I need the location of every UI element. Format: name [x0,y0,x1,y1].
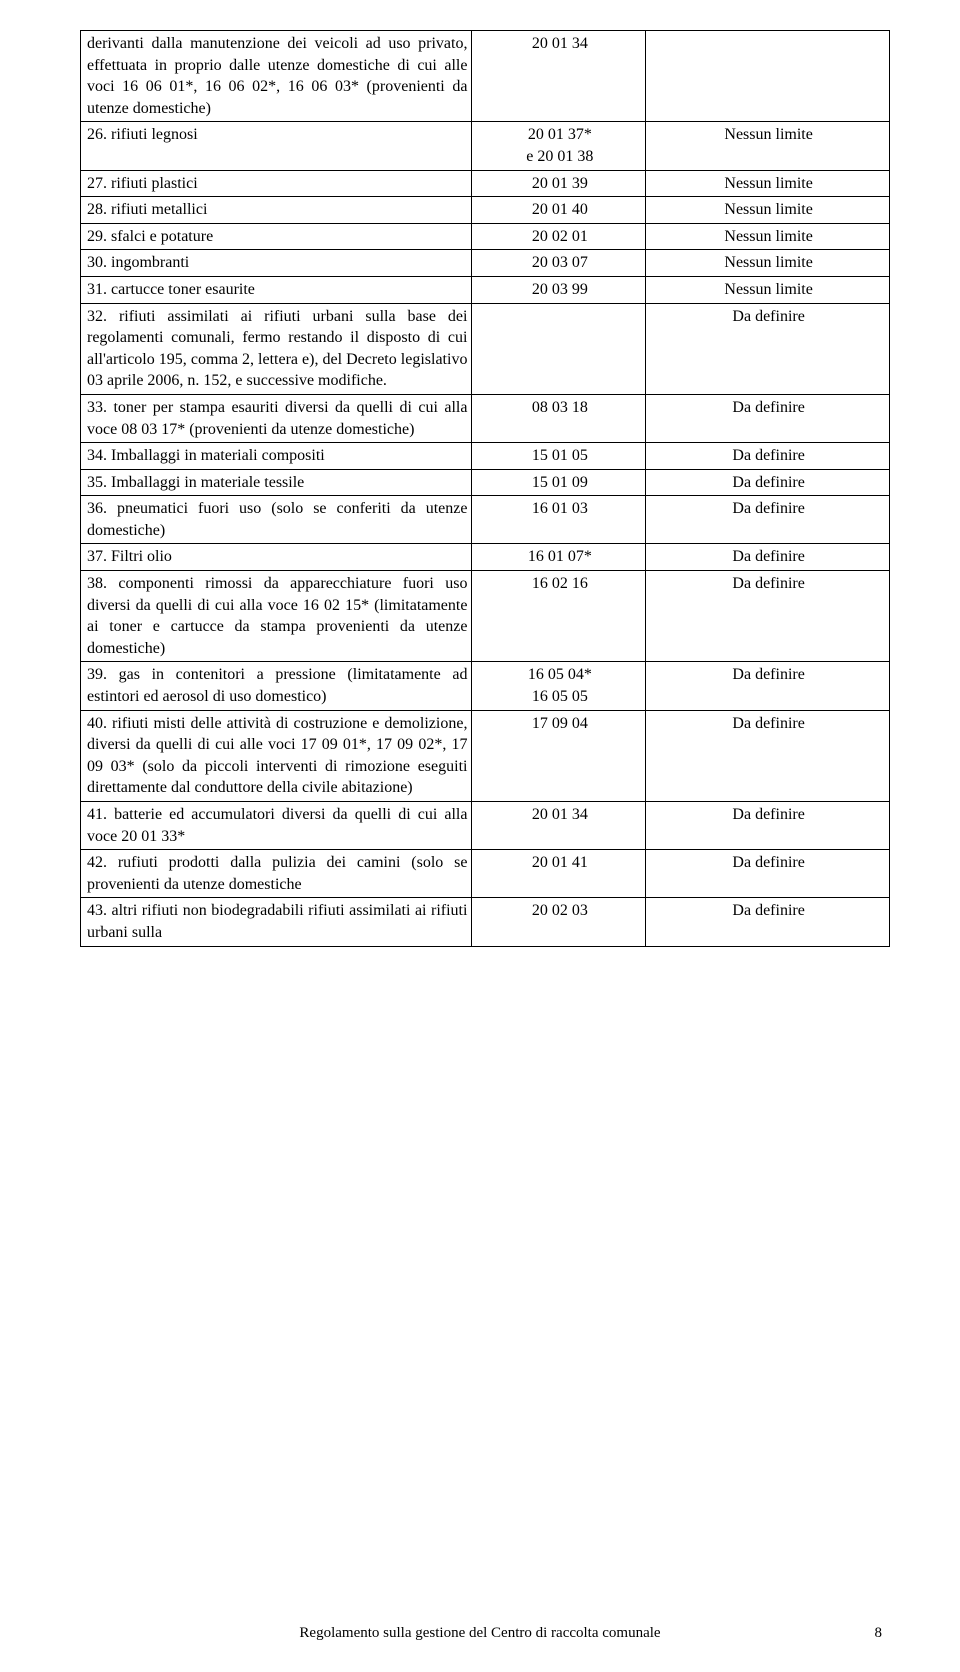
cell-limit: Nessun limite [646,276,890,303]
table-row: 42. rufiuti prodotti dalla pulizia dei c… [81,850,890,898]
cell-description: derivanti dalla manutenzione dei veicoli… [81,31,472,122]
cell-limit: Da definire [646,850,890,898]
cell-description: 36. pneumatici fuori uso (solo se confer… [81,496,472,544]
cell-description: 39. gas in contenitori a pressione (limi… [81,662,472,710]
table-row: 28. rifiuti metallici20 01 40Nessun limi… [81,197,890,224]
cell-limit: Da definire [646,898,890,946]
table-row: 30. ingombranti20 03 07Nessun limite [81,250,890,277]
table-body: derivanti dalla manutenzione dei veicoli… [81,31,890,947]
cell-code: 20 02 01 [472,223,646,250]
cell-code: 20 01 41 [472,850,646,898]
cell-limit: Da definire [646,443,890,470]
cell-limit: Nessun limite [646,122,890,170]
cell-limit: Da definire [646,496,890,544]
table-row: 27. rifiuti plastici20 01 39Nessun limit… [81,170,890,197]
cell-code: 08 03 18 [472,394,646,442]
cell-code: 16 01 07* [472,544,646,571]
cell-description: 38. componenti rimossi da apparecchiatur… [81,571,472,662]
cell-limit: Da definire [646,710,890,801]
cell-description: 42. rufiuti prodotti dalla pulizia dei c… [81,850,472,898]
cell-code: 16 05 04*16 05 05 [472,662,646,710]
cell-description: 27. rifiuti plastici [81,170,472,197]
cell-description: 43. altri rifiuti non biodegradabili rif… [81,898,472,946]
cell-description: 31. cartucce toner esaurite [81,276,472,303]
table-row: 31. cartucce toner esaurite20 03 99Nessu… [81,276,890,303]
cell-code: 20 01 37*e 20 01 38 [472,122,646,170]
footer-text: Regolamento sulla gestione del Centro di… [299,1625,660,1641]
cell-limit: Nessun limite [646,223,890,250]
cell-description: 26. rifiuti legnosi [81,122,472,170]
table-row: 43. altri rifiuti non biodegradabili rif… [81,898,890,946]
cell-description: 34. Imballaggi in materiali compositi [81,443,472,470]
cell-code: 15 01 09 [472,469,646,496]
table-row: 34. Imballaggi in materiali compositi15 … [81,443,890,470]
cell-limit: Da definire [646,662,890,710]
table-row: 37. Filtri olio16 01 07*Da definire [81,544,890,571]
cell-code: 16 02 16 [472,571,646,662]
table-row: 33. toner per stampa esauriti diversi da… [81,394,890,442]
waste-table: derivanti dalla manutenzione dei veicoli… [80,30,890,947]
cell-limit: Da definire [646,469,890,496]
cell-limit: Da definire [646,802,890,850]
cell-limit [646,31,890,122]
page-number: 8 [875,1625,883,1642]
cell-code: 20 01 40 [472,197,646,224]
table-row: 26. rifiuti legnosi20 01 37*e 20 01 38Ne… [81,122,890,170]
cell-description: 37. Filtri olio [81,544,472,571]
cell-code: 20 01 34 [472,31,646,122]
page-number-value: 8 [875,1625,883,1641]
cell-code: 20 02 03 [472,898,646,946]
cell-limit: Da definire [646,394,890,442]
cell-limit: Nessun limite [646,250,890,277]
table-row: derivanti dalla manutenzione dei veicoli… [81,31,890,122]
table-row: 35. Imballaggi in materiale tessile15 01… [81,469,890,496]
table-row: 41. batterie ed accumulatori diversi da … [81,802,890,850]
cell-limit: Da definire [646,303,890,394]
cell-limit: Nessun limite [646,170,890,197]
cell-code: 20 01 39 [472,170,646,197]
table-row: 39. gas in contenitori a pressione (limi… [81,662,890,710]
cell-code: 15 01 05 [472,443,646,470]
cell-code: 20 03 07 [472,250,646,277]
table-row: 36. pneumatici fuori uso (solo se confer… [81,496,890,544]
table-row: 32. rifiuti assimilati ai rifiuti urbani… [81,303,890,394]
cell-code: 20 03 99 [472,276,646,303]
cell-description: 32. rifiuti assimilati ai rifiuti urbani… [81,303,472,394]
table-row: 38. componenti rimossi da apparecchiatur… [81,571,890,662]
page-footer: Regolamento sulla gestione del Centro di… [0,1625,960,1642]
cell-description: 35. Imballaggi in materiale tessile [81,469,472,496]
cell-limit: Nessun limite [646,197,890,224]
cell-code [472,303,646,394]
cell-description: 33. toner per stampa esauriti diversi da… [81,394,472,442]
table-row: 40. rifiuti misti delle attività di cost… [81,710,890,801]
cell-code: 17 09 04 [472,710,646,801]
cell-description: 29. sfalci e potature [81,223,472,250]
page: derivanti dalla manutenzione dei veicoli… [0,0,960,1672]
cell-code: 20 01 34 [472,802,646,850]
cell-description: 28. rifiuti metallici [81,197,472,224]
cell-limit: Da definire [646,571,890,662]
cell-code: 16 01 03 [472,496,646,544]
table-row: 29. sfalci e potature20 02 01Nessun limi… [81,223,890,250]
cell-limit: Da definire [646,544,890,571]
cell-description: 41. batterie ed accumulatori diversi da … [81,802,472,850]
cell-description: 30. ingombranti [81,250,472,277]
cell-description: 40. rifiuti misti delle attività di cost… [81,710,472,801]
